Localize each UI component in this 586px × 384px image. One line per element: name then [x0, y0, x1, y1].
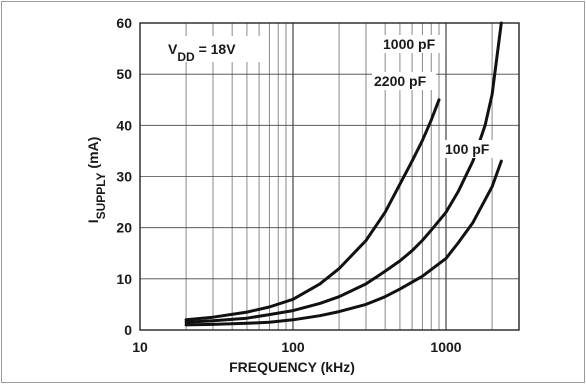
x-tick-label: 1000	[430, 339, 461, 355]
plot-border	[139, 22, 520, 331]
curves	[184, 21, 503, 327]
y-axis-title: ISUPPLY (mA)	[85, 137, 108, 224]
vdd-annotation-rest: = 18V	[195, 41, 237, 57]
x-axis-title: FREQUENCY (kHz)	[229, 359, 355, 375]
x-tick-label: 10	[132, 339, 148, 355]
grid	[140, 23, 519, 330]
y-tick-label: 20	[116, 220, 132, 236]
annotation-bg	[164, 36, 260, 62]
curve-1000-pf	[184, 98, 441, 322]
svg-text:ISUPPLY (mA): ISUPPLY (mA)	[85, 137, 108, 224]
vdd-annotation: VDD = 18V	[168, 41, 236, 64]
y-axis-title-unit: (mA)	[85, 137, 101, 173]
y-tick-label: 60	[116, 15, 132, 31]
y-axis-title-main: I	[85, 219, 101, 223]
series-label: 2200 pF	[374, 73, 427, 89]
series-label-bg	[372, 72, 437, 90]
y-tick-label: 30	[116, 169, 132, 185]
series-label: 100 pF	[445, 141, 490, 157]
x-tick-label: 100	[281, 339, 305, 355]
vdd-annotation-sub: DD	[177, 50, 195, 64]
vdd-annotation-main: V	[168, 41, 178, 57]
series-label: 1000 pF	[383, 36, 436, 52]
y-tick-label: 10	[116, 271, 132, 287]
y-axis-title-sub: SUPPLY	[94, 172, 108, 219]
series-labels: 1000 pF 2200 pF 100 pF	[372, 35, 499, 158]
curve-100-pf	[184, 159, 503, 327]
series-label-bg	[443, 140, 499, 158]
curve-2200-pf	[184, 21, 503, 324]
y-tick-label: 50	[116, 66, 132, 82]
series-label-bg	[381, 35, 446, 53]
y-tick-label: 40	[116, 117, 132, 133]
y-tick-label: 0	[124, 322, 132, 338]
axes	[139, 22, 520, 331]
